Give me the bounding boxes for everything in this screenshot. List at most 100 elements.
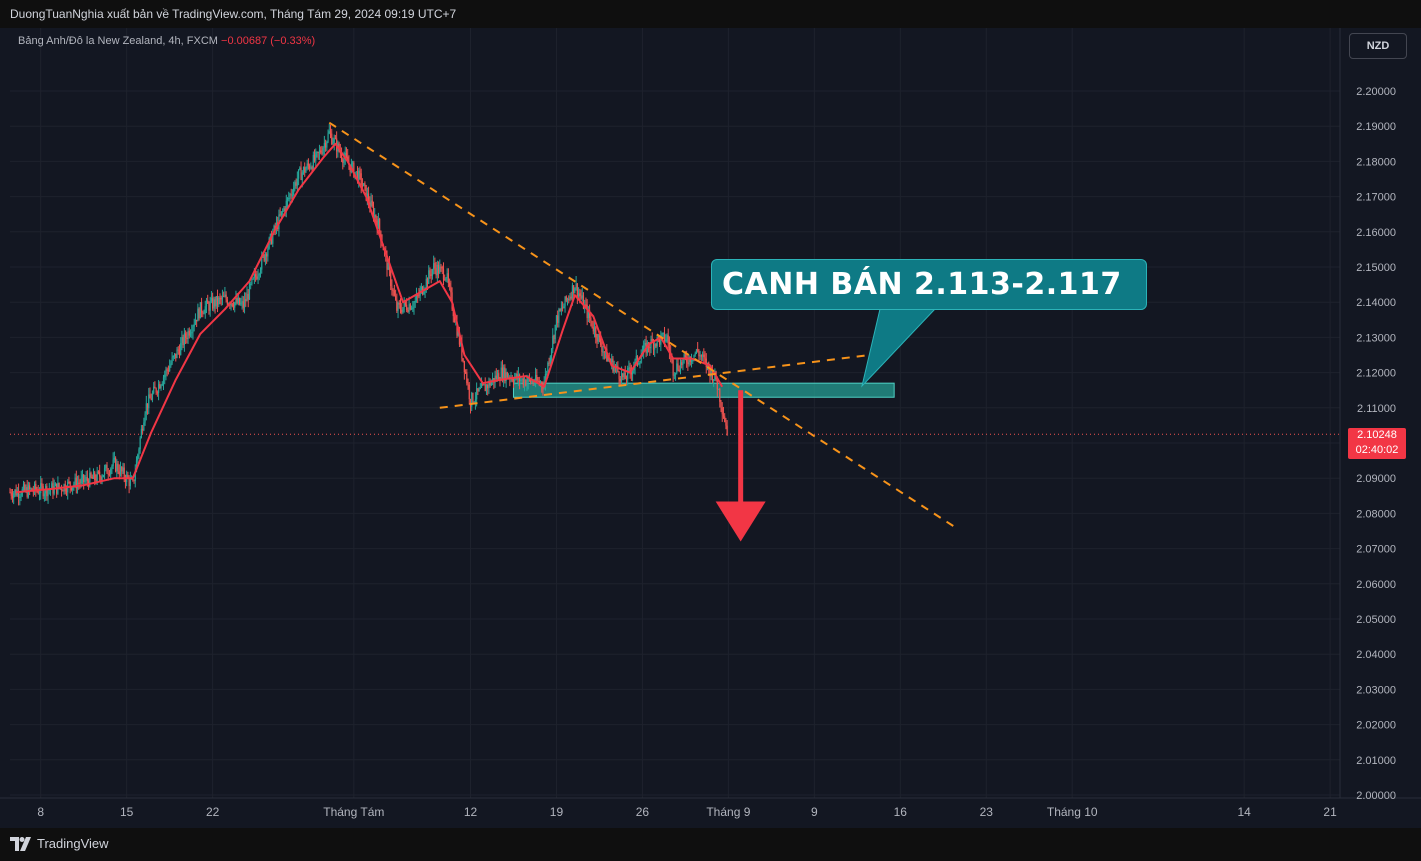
- candle-body: [293, 188, 295, 196]
- candle-body: [243, 299, 246, 308]
- candle-body: [145, 403, 147, 414]
- candle-body: [153, 386, 155, 394]
- candle-body: [574, 288, 576, 294]
- candle-body: [69, 481, 71, 487]
- candle-body: [157, 384, 160, 393]
- candle-body: [110, 469, 112, 475]
- candle-body: [299, 167, 301, 170]
- candle-body: [403, 301, 405, 308]
- candle-body: [161, 383, 163, 386]
- candle-body: [586, 304, 588, 319]
- candle-body: [452, 308, 454, 317]
- y-tick-label: 2.13000: [1356, 332, 1396, 344]
- candle-body: [631, 370, 634, 375]
- y-tick-label: 2.19000: [1356, 121, 1396, 133]
- candle-body: [353, 162, 355, 177]
- candle-body: [282, 210, 284, 212]
- y-tick-label: 2.20000: [1356, 86, 1396, 98]
- candle-body: [722, 414, 725, 417]
- candle-body: [555, 315, 558, 325]
- candle-body: [482, 384, 484, 386]
- candle-body: [402, 307, 404, 313]
- candle-body: [291, 195, 294, 197]
- candle-body: [717, 389, 720, 391]
- candle-body: [377, 219, 379, 229]
- candle-body: [661, 333, 663, 336]
- chart-canvas[interactable]: 2.00000 2.01000 2.02000 2.03000 2.04000 2.050…: [0, 28, 1421, 828]
- x-tick-label: 16: [894, 805, 908, 819]
- sell-zone-layer: [512, 382, 895, 398]
- symbol-legend[interactable]: Bảng Anh/Đô la New Zealand, 4h, FXCM −0.…: [18, 35, 315, 47]
- candle-body: [116, 463, 118, 472]
- candle-body: [512, 380, 515, 383]
- candle-body: [719, 389, 721, 402]
- y-tick-label: 2.11000: [1357, 403, 1396, 415]
- candle-body: [447, 273, 449, 283]
- candle-body: [30, 488, 32, 490]
- candle-body: [235, 298, 237, 303]
- y-tick-label: 2.15000: [1356, 262, 1396, 274]
- candle-body: [630, 371, 632, 375]
- candle-body: [639, 362, 641, 364]
- candle-body: [388, 263, 391, 271]
- candle-body: [289, 194, 291, 198]
- candle-body: [343, 157, 345, 163]
- candle-body: [573, 285, 575, 294]
- candle-body: [575, 283, 577, 289]
- candle-body: [37, 490, 39, 494]
- price-change: −0.00687 (−0.33%): [221, 35, 316, 47]
- candle-body: [140, 428, 142, 438]
- x-tick-label: 14: [1237, 805, 1251, 819]
- candle-body: [305, 168, 307, 173]
- candle-body: [515, 373, 517, 378]
- candle-body: [42, 486, 44, 497]
- candle-body: [212, 297, 214, 309]
- candle-body: [446, 273, 448, 278]
- candle-body: [237, 298, 240, 304]
- candle-body: [618, 371, 620, 379]
- candle-body: [283, 208, 285, 211]
- candle-body: [328, 131, 330, 134]
- x-tick-label: 9: [811, 805, 818, 819]
- currency-button[interactable]: NZD: [1349, 33, 1407, 59]
- tradingview-logo[interactable]: TradingView: [10, 836, 109, 851]
- brand-name: TradingView: [37, 836, 109, 851]
- candle-body: [644, 342, 646, 346]
- candle-body: [720, 401, 722, 408]
- candle-body: [536, 375, 538, 381]
- candle-body: [46, 486, 48, 497]
- candle-body: [90, 472, 92, 477]
- candle-body: [527, 376, 529, 382]
- y-tick-label: 2.05000: [1356, 614, 1396, 626]
- candle-body: [656, 337, 658, 347]
- candle-body: [352, 162, 354, 164]
- candle-body: [704, 357, 706, 359]
- candle-body: [520, 379, 522, 382]
- x-tick-label: Tháng Tám: [323, 805, 384, 819]
- candles: [9, 123, 728, 506]
- annotation-callout[interactable]: CANH BÁN 2.113-2.117: [711, 259, 1147, 310]
- candle-body: [580, 295, 582, 299]
- candle-body: [251, 279, 253, 284]
- down-arrow-shaft: [738, 390, 744, 504]
- y-tick-label: 2.12000: [1356, 368, 1396, 380]
- x-tick-label: 22: [206, 805, 220, 819]
- last-price-tag: 2.10248 02:40:02: [1348, 428, 1406, 459]
- candle-body: [398, 303, 400, 305]
- x-tick-label: 19: [550, 805, 564, 819]
- candle-body: [181, 336, 183, 344]
- candle-body: [399, 304, 402, 310]
- candle-body: [683, 354, 685, 360]
- candle-body: [80, 477, 82, 484]
- candle-body: [255, 274, 257, 277]
- candle-body: [100, 476, 102, 481]
- candle-body: [20, 495, 22, 497]
- candle-body: [392, 290, 394, 292]
- candle-body: [183, 333, 185, 346]
- candle-body: [58, 482, 60, 488]
- candle-body: [252, 277, 254, 280]
- candle-body: [684, 354, 686, 358]
- candle-body: [130, 478, 133, 480]
- candle-body: [597, 334, 599, 342]
- candle-body: [457, 331, 459, 336]
